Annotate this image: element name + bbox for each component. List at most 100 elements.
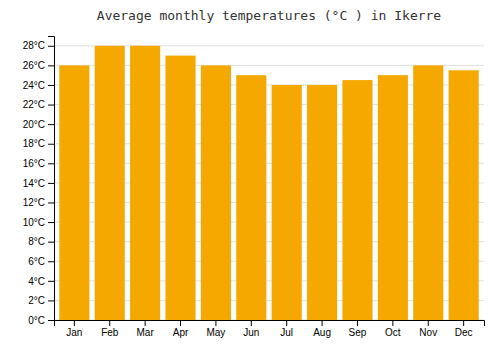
x-tick: Apr xyxy=(173,320,189,338)
bar xyxy=(272,85,302,320)
y-tick-mark xyxy=(48,65,54,66)
x-tick-mark xyxy=(180,320,181,326)
y-tick-label: 0°C xyxy=(28,315,45,326)
x-tick-mark xyxy=(286,320,287,326)
y-tick: 4°C xyxy=(28,276,54,287)
y-tick-label: 22°C xyxy=(23,99,45,110)
bar xyxy=(201,65,231,320)
y-tick-label: 8°C xyxy=(28,236,45,247)
y-tick-mark xyxy=(48,261,54,262)
y-tick: 12°C xyxy=(23,197,54,208)
y-tick-label: 24°C xyxy=(23,80,45,91)
bar xyxy=(342,80,372,320)
bar xyxy=(378,75,408,320)
y-tick-label: 20°C xyxy=(23,119,45,130)
x-tick: Dec xyxy=(455,320,473,338)
y-tick: 14°C xyxy=(23,178,54,189)
x-tick-label: Jul xyxy=(280,327,293,338)
y-tick-mark xyxy=(48,144,54,145)
y-tick: 16°C xyxy=(23,158,54,169)
x-tick-mark xyxy=(109,320,110,326)
x-tick: Nov xyxy=(419,320,437,338)
y-tick-label: 4°C xyxy=(28,276,45,287)
x-tick: Feb xyxy=(101,320,119,338)
y-tick-mark xyxy=(48,124,54,125)
x-tick-label: Sep xyxy=(349,327,367,338)
y-tick-mark xyxy=(48,85,54,86)
title: Average monthly temperatures (°C ) in Ik… xyxy=(97,8,442,23)
y-tick: 8°C xyxy=(28,236,54,247)
x-tick: Jul xyxy=(280,320,293,338)
bar xyxy=(449,70,479,320)
x-tick-mark xyxy=(251,320,252,326)
x-tick: Jun xyxy=(243,320,259,338)
x-tick-label: Mar xyxy=(137,327,155,338)
y-tick: 0°C xyxy=(28,315,54,326)
x-tick: Oct xyxy=(385,320,401,338)
y-tick-label: 16°C xyxy=(23,158,45,169)
x-tick: Sep xyxy=(349,320,367,338)
y-tick: 6°C xyxy=(28,256,54,267)
y-tick-mark xyxy=(48,300,54,301)
x-tick: Mar xyxy=(137,320,155,338)
x-tick-label: Oct xyxy=(385,327,401,338)
y-tick-label: 28°C xyxy=(23,40,45,51)
bar xyxy=(236,75,266,320)
x-tick-label: Aug xyxy=(313,327,331,338)
x-tick-mark xyxy=(428,320,429,326)
x-tick-label: Nov xyxy=(419,327,437,338)
y-tick-label: 12°C xyxy=(23,197,45,208)
y-tick-label: 26°C xyxy=(23,60,45,71)
x-tick-label: Feb xyxy=(101,327,119,338)
y-tick-label: 18°C xyxy=(23,138,45,149)
x-axis: Jan Feb Mar Apr May Jun Jul Aug Sep Oct Nov Dec xyxy=(55,320,485,338)
x-tick: Aug xyxy=(313,320,331,338)
x-tick: Jan xyxy=(66,320,82,338)
bar xyxy=(130,46,160,320)
y-tick-label: 6°C xyxy=(28,256,45,267)
y-tick: 24°C xyxy=(23,80,54,91)
x-tick: May xyxy=(206,320,225,338)
bar xyxy=(307,85,337,320)
bar xyxy=(59,65,89,320)
x-tick-label: Apr xyxy=(173,327,189,338)
grid xyxy=(54,46,484,320)
x-tick-mark xyxy=(392,320,393,326)
y-tick: 26°C xyxy=(23,60,54,71)
y-axis-line xyxy=(48,37,55,321)
x-tick-mark xyxy=(74,320,75,326)
x-tick-mark xyxy=(357,320,358,326)
x-tick-mark xyxy=(145,320,146,326)
y-tick-label: 10°C xyxy=(23,217,45,228)
y-tick-mark xyxy=(48,183,54,184)
y-tick-mark xyxy=(48,242,54,243)
y-tick-mark xyxy=(48,202,54,203)
bar xyxy=(95,46,125,320)
bars xyxy=(59,46,478,320)
x-tick-label: May xyxy=(206,327,225,338)
y-tick-mark xyxy=(48,46,54,47)
x-tick-label: Jun xyxy=(243,327,259,338)
bar xyxy=(413,65,443,320)
x-tick-label: Dec xyxy=(455,327,473,338)
y-tick-label: 14°C xyxy=(23,178,45,189)
y-tick-mark xyxy=(48,281,54,282)
bar xyxy=(165,56,195,320)
y-tick-mark xyxy=(48,222,54,223)
x-tick-mark xyxy=(322,320,323,326)
y-tick: 2°C xyxy=(28,295,54,306)
x-tick-mark xyxy=(215,320,216,326)
y-tick: 22°C xyxy=(23,99,54,110)
y-tick-label: 2°C xyxy=(28,295,45,306)
y-tick-mark xyxy=(48,105,54,106)
x-tick-label: Jan xyxy=(66,327,82,338)
y-tick: 20°C xyxy=(23,119,54,130)
y-axis: 0°C 2°C 4°C 6°C 8°C 10°C 12°C 14°C 16°C 18°C 20°C 2… xyxy=(23,37,55,326)
x-tick-mark xyxy=(463,320,464,326)
y-tick: 28°C xyxy=(23,40,54,51)
chart: Jan Feb Mar Apr May Jun Jul Aug Sep Oct Nov Dec 0°C 2… xyxy=(0,0,500,350)
y-tick-mark xyxy=(48,320,54,321)
y-tick: 10°C xyxy=(23,217,54,228)
x-axis-line xyxy=(55,321,485,327)
y-tick-mark xyxy=(48,163,54,164)
